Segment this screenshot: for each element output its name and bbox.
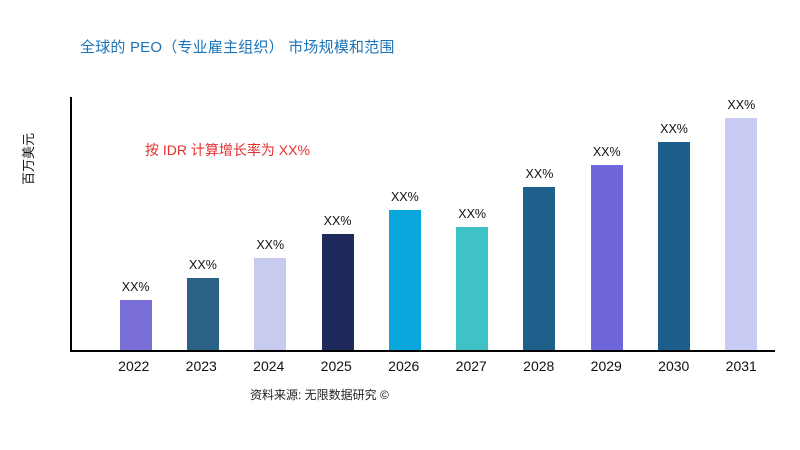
- bar-slot-2025: XX%: [304, 214, 371, 350]
- bar-value-label: XX%: [256, 238, 285, 252]
- x-tick-label-2024: 2024: [253, 358, 285, 374]
- y-axis-label: 百万美元: [21, 132, 36, 185]
- bar-2030: [658, 142, 691, 350]
- bar-value-label: XX%: [727, 98, 756, 112]
- bar-2023: [186, 278, 219, 350]
- bar-2022: [119, 300, 152, 350]
- bar-slot-2024: XX%: [237, 238, 304, 350]
- bar-value-label: XX%: [458, 207, 487, 221]
- bar-slot-2026: XX%: [371, 190, 438, 350]
- x-tick-label-2031: 2031: [725, 358, 757, 374]
- bar-value-label: XX%: [189, 258, 217, 272]
- bar-slot-2027: XX%: [438, 207, 505, 350]
- x-tick-label-2023: 2023: [185, 358, 217, 374]
- x-tick-label-2027: 2027: [455, 358, 487, 374]
- x-tick-label-2029: 2029: [590, 358, 622, 374]
- chart-title: 全球的 PEO（专业雇主组织） 市场规模和范围: [80, 39, 395, 56]
- x-axis-ticks: 2022 2023 2024 2025 2026 2027 2028 2029 2030 2031: [70, 358, 775, 374]
- source-caption: 资料来源: 无限数据研究 ©: [250, 388, 389, 402]
- bar-2031: [725, 118, 758, 350]
- bar-slot-2031: XX%: [708, 98, 775, 350]
- bar-2025: [321, 234, 354, 350]
- growth-rate-annotation: 按 IDR 计算增长率为 XX%: [145, 142, 310, 158]
- bar-slot-2030: XX%: [640, 122, 707, 350]
- bar-slot-2028: XX%: [506, 167, 573, 350]
- bar-slot-2022: XX%: [102, 280, 169, 350]
- bar-slot-2029: XX%: [573, 145, 640, 350]
- bar-2027: [456, 227, 489, 350]
- x-tick-label-2030: 2030: [658, 358, 690, 374]
- bar-2024: [254, 258, 287, 350]
- bar-slot-2023: XX%: [169, 258, 236, 350]
- bar-2028: [523, 187, 556, 350]
- x-tick-label-2022: 2022: [118, 358, 150, 374]
- bar-value-label: XX%: [660, 122, 688, 136]
- x-tick-label-2025: 2025: [320, 358, 352, 374]
- bar-2026: [388, 210, 421, 350]
- bars-container: XX% XX% XX% XX% XX% XX% XX% XX% XX% XX%: [72, 97, 775, 350]
- bar-value-label: XX%: [525, 167, 554, 181]
- bar-2029: [590, 165, 623, 350]
- x-tick-label-2026: 2026: [388, 358, 420, 374]
- plot-area: XX% XX% XX% XX% XX% XX% XX% XX% XX% XX%: [70, 97, 775, 352]
- bar-value-label: XX%: [323, 214, 352, 228]
- x-tick-label-2028: 2028: [523, 358, 555, 374]
- bar-value-label: XX%: [592, 145, 621, 159]
- bar-value-label: XX%: [121, 280, 150, 294]
- bar-value-label: XX%: [390, 190, 419, 204]
